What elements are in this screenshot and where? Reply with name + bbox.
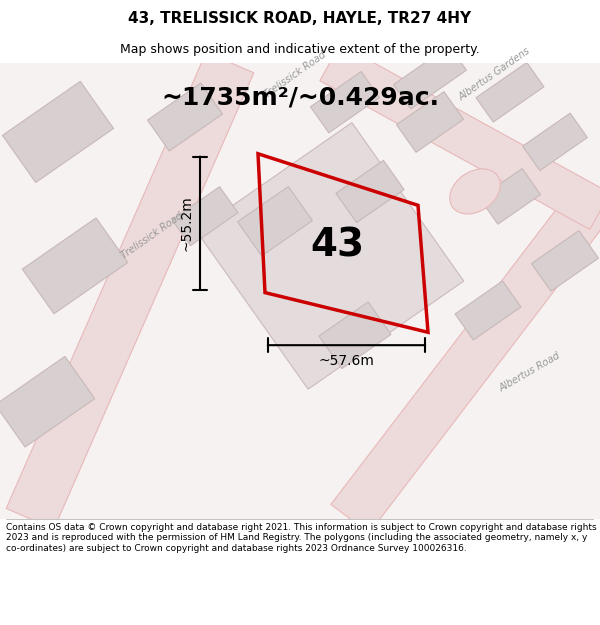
Polygon shape: [455, 281, 521, 340]
Text: 43: 43: [310, 227, 364, 265]
Text: Trelissick Road: Trelissick Road: [262, 49, 328, 99]
Polygon shape: [172, 187, 238, 246]
Text: ~57.6m: ~57.6m: [319, 354, 374, 368]
Polygon shape: [238, 186, 313, 256]
Ellipse shape: [450, 169, 500, 214]
Polygon shape: [523, 113, 587, 171]
Polygon shape: [310, 71, 380, 132]
Polygon shape: [0, 356, 95, 447]
Polygon shape: [479, 169, 541, 224]
Polygon shape: [320, 44, 600, 229]
Polygon shape: [196, 122, 464, 389]
Text: Map shows position and indicative extent of the property.: Map shows position and indicative extent…: [120, 42, 480, 56]
Polygon shape: [2, 81, 113, 182]
Polygon shape: [22, 218, 128, 314]
Polygon shape: [336, 161, 404, 222]
Text: 43, TRELISSICK ROAD, HAYLE, TR27 4HY: 43, TRELISSICK ROAD, HAYLE, TR27 4HY: [128, 11, 472, 26]
Text: ~55.2m: ~55.2m: [180, 195, 194, 251]
Text: Albertus Road: Albertus Road: [497, 351, 562, 394]
Polygon shape: [532, 231, 599, 291]
Polygon shape: [397, 92, 464, 152]
Polygon shape: [476, 62, 544, 122]
Polygon shape: [148, 83, 223, 151]
Text: ~1735m²/~0.429ac.: ~1735m²/~0.429ac.: [161, 85, 439, 109]
Text: Albertus Gardens: Albertus Gardens: [457, 46, 533, 103]
Text: Trelissick Road: Trelissick Road: [119, 211, 185, 261]
Polygon shape: [6, 52, 254, 529]
Polygon shape: [394, 46, 466, 109]
Text: Contains OS data © Crown copyright and database right 2021. This information is : Contains OS data © Crown copyright and d…: [6, 523, 596, 552]
Polygon shape: [319, 302, 391, 369]
Polygon shape: [331, 177, 600, 533]
Polygon shape: [0, 62, 600, 519]
